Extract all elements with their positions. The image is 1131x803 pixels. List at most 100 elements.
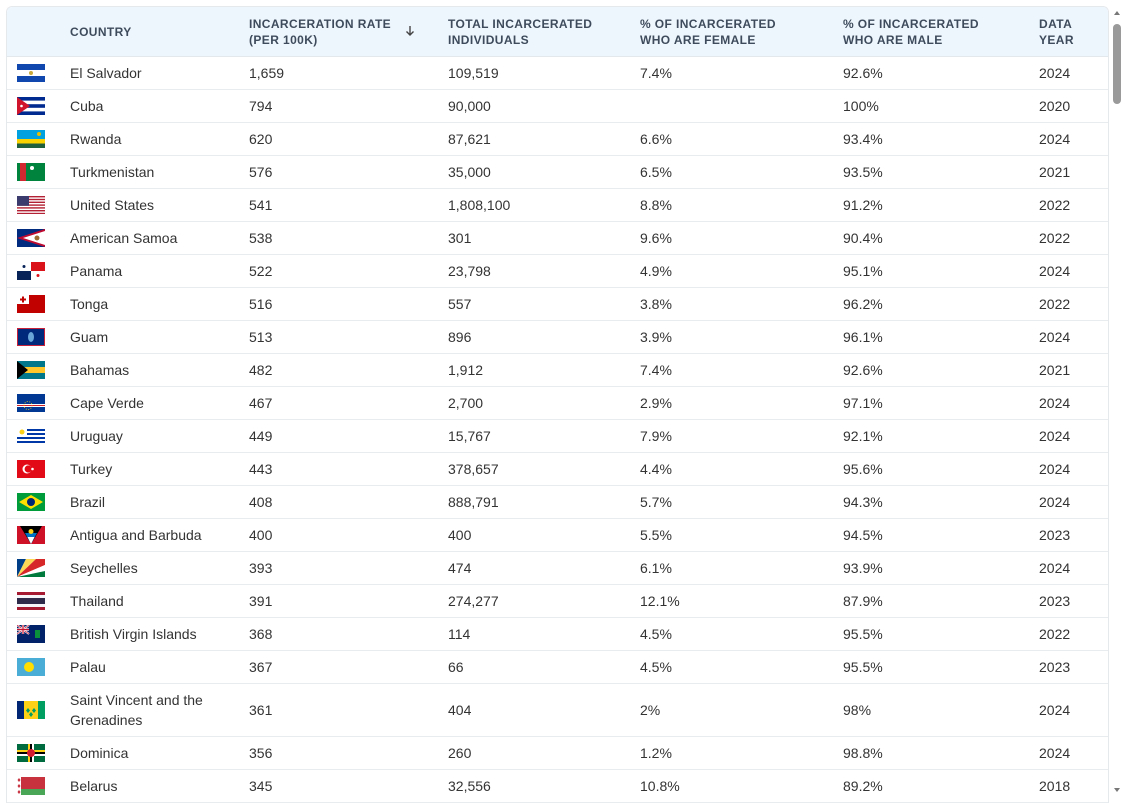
flag-cell: [7, 650, 65, 684]
flag-shape: [23, 231, 45, 245]
table-cell: 301: [443, 221, 635, 255]
flag: [17, 559, 45, 577]
cell-text: 95.6%: [843, 461, 883, 477]
table-cell: 274,277: [443, 584, 635, 618]
country-name: Tonga: [70, 296, 109, 312]
table-cell: 2024: [1034, 452, 1108, 486]
table-cell: 794: [244, 89, 443, 123]
table-cell: United States: [65, 188, 244, 222]
table-cell: 2024: [1034, 320, 1108, 354]
table-cell: 97.1%: [838, 386, 1034, 420]
flag-shape: [17, 441, 45, 443]
table-cell: 1,808,100: [443, 188, 635, 222]
cell-text: 888,791: [448, 494, 499, 510]
cell-text: 12.1%: [640, 593, 680, 609]
flag-shape: [32, 708, 36, 713]
cell-text: 35,000: [448, 164, 491, 180]
table-cell: 6.5%: [635, 155, 838, 189]
table-cell: 94.3%: [838, 485, 1034, 519]
flag-shape: [17, 139, 45, 144]
flag-shape: [26, 708, 30, 713]
table-cell: 9.6%: [635, 221, 838, 255]
cell-text: 391: [249, 593, 273, 609]
country-name: El Salvador: [70, 65, 142, 81]
scrollbar[interactable]: [1110, 6, 1124, 803]
table-cell: Antigua and Barbuda: [65, 518, 244, 552]
flag-shape: [17, 196, 29, 206]
flag-cell: [7, 736, 65, 770]
data-table: COUNTRY INCARCERATION RATE (PER 100K) TO…: [7, 7, 1108, 803]
cell-text: 6.1%: [640, 560, 672, 576]
table-cell: 2024: [1034, 683, 1108, 737]
table-cell: 408: [244, 485, 443, 519]
table-row: Brazil 408 888,791 5.7% 94.3% 2024: [7, 485, 1108, 519]
cell-text: 2022: [1039, 296, 1071, 312]
country-name: Turkey: [70, 461, 113, 477]
table-cell: Rwanda: [65, 122, 244, 156]
header-cell[interactable]: % OF INCARCERATED WHO ARE MALE: [838, 7, 1034, 57]
flag-shape: [24, 662, 34, 672]
cell-text: 2022: [1039, 230, 1071, 246]
flag-shape: [17, 571, 45, 577]
header-cell[interactable]: INCARCERATION RATE (PER 100K): [244, 7, 443, 57]
table-cell: 7.4%: [635, 353, 838, 387]
table-row: Belarus 345 32,556 10.8% 89.2% 2018: [7, 769, 1108, 803]
cell-text: 2023: [1039, 659, 1071, 675]
table-cell: 96.1%: [838, 320, 1034, 354]
flag-cell: [7, 386, 65, 420]
header-cell[interactable]: DATA YEAR: [1034, 7, 1108, 57]
table-cell: Thailand: [65, 584, 244, 618]
cell-text: 98.8%: [843, 745, 883, 761]
country-name: Bahamas: [70, 362, 130, 378]
flag-shape: [17, 625, 29, 634]
cell-text: 6.5%: [640, 164, 672, 180]
sort-arrow[interactable]: [405, 25, 415, 37]
header-cell[interactable]: % OF INCARCERATED WHO ARE FEMALE: [635, 7, 838, 57]
table-cell: 404: [443, 683, 635, 737]
cell-text: 97.1%: [843, 395, 883, 411]
table-cell: 361: [244, 683, 443, 737]
header-label: % OF INCARCERATED WHO ARE FEMALE: [640, 16, 776, 47]
header-label: DATA YEAR: [1039, 16, 1074, 47]
header-cell[interactable]: TOTAL INCARCERATED INDIVIDUALS: [443, 7, 635, 57]
flag: [17, 196, 45, 214]
table-cell: 2024: [1034, 419, 1108, 453]
cell-text: 95.1%: [843, 263, 883, 279]
table-cell: 449: [244, 419, 443, 453]
table-cell: 4.5%: [635, 650, 838, 684]
table-cell: 2024: [1034, 122, 1108, 156]
cell-text: 260: [448, 745, 472, 761]
table-cell: 95.6%: [838, 452, 1034, 486]
table-cell: 345: [244, 769, 443, 803]
cell-text: 449: [249, 428, 273, 444]
table-cell: 92.6%: [838, 56, 1034, 90]
table-cell: 2024: [1034, 485, 1108, 519]
flag-shape: [28, 332, 34, 342]
flag-cell: [7, 419, 65, 453]
cell-text: 400: [448, 527, 472, 543]
table-row: British Virgin Islands 368 114 4.5% 95.5% 202…: [7, 617, 1108, 651]
header-cell[interactable]: COUNTRY: [65, 7, 244, 57]
flag: [17, 493, 45, 511]
country-name: Seychelles: [70, 560, 138, 576]
table-cell: 2023: [1034, 650, 1108, 684]
table-row: Turkey 443 378,657 4.4% 95.6% 2024: [7, 452, 1108, 486]
flag: [17, 229, 45, 247]
cell-text: 66: [448, 659, 464, 675]
table-cell: 513: [244, 320, 443, 354]
table-cell: 557: [443, 287, 635, 321]
cell-text: 393: [249, 560, 273, 576]
flag-cell: [7, 254, 65, 288]
table-body: El Salvador 1,659 109,519 7.4% 92.6% 2024 Cub…: [7, 56, 1108, 803]
cell-text: 8.8%: [640, 197, 672, 213]
header-label: % OF INCARCERATED WHO ARE MALE: [843, 16, 979, 47]
table-cell: 260: [443, 736, 635, 770]
cell-text: 6.6%: [640, 131, 672, 147]
cell-text: 2.9%: [640, 395, 672, 411]
flag-cell: [7, 452, 65, 486]
flag-shape: [17, 405, 45, 406]
cell-text: 4.4%: [640, 461, 672, 477]
table-cell: 2%: [635, 683, 838, 737]
flag: [17, 460, 45, 478]
